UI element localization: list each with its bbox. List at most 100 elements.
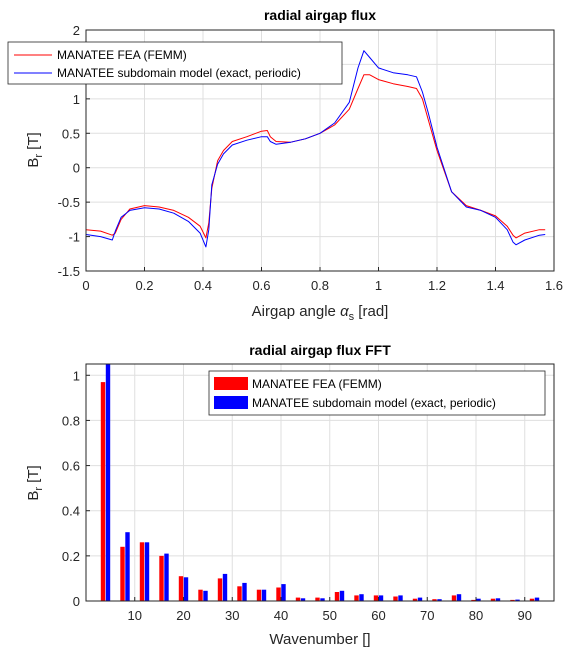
chart-fft-bar-fea [354, 595, 359, 601]
chart-flux-y-tick-label: -0.5 [58, 195, 80, 210]
chart-fft-bar-fea [178, 576, 184, 601]
chart-flux-y-tick-label: 0 [73, 161, 80, 176]
chart-flux-y-tick-label: -1 [68, 230, 80, 245]
chart-fft-bar-subdomain [125, 532, 130, 601]
chart-flux-line-subdomain [85, 50, 546, 248]
chart-fft-x-tick-label: 60 [371, 608, 385, 623]
chart-fft-bar-subdomain [164, 553, 169, 601]
chart-flux-legend: MANATEE FEA (FEMM) MANATEE subdomain mod… [7, 41, 343, 85]
chart-fft-bar-fea [159, 555, 164, 601]
chart-flux-x-tick-label: 0.6 [252, 278, 270, 293]
chart-flux-y-tick-label: 2 [73, 23, 80, 38]
chart-fft-bar-subdomain [495, 598, 501, 601]
chart-fft-y-tick-label: 0 [73, 594, 80, 609]
chart-fft-bar-fea [412, 598, 418, 601]
chart-flux-y-tick-label: 1 [73, 92, 80, 107]
chart-fft-bar-subdomain [534, 597, 540, 601]
chart-flux-legend-label-subdomain: MANATEE subdomain model (exact, periodic… [57, 66, 301, 80]
chart-fft-bar-fea [198, 589, 203, 601]
chart-flux-title: radial airgap flux [264, 7, 376, 23]
chart-fft-bar-fea [315, 597, 320, 601]
chart-flux-lines [85, 50, 546, 248]
chart-fft-bar-fea [490, 598, 496, 601]
chart-fft-legend: MANATEE FEA (FEMM) MANATEE subdomain mod… [208, 370, 546, 416]
chart-fft-x-ticks: 10 20 30 40 50 60 70 80 90 [128, 597, 532, 623]
chart-fft-x-tick-label: 10 [128, 608, 142, 623]
chart-fft-x-tick-label: 30 [225, 608, 239, 623]
chart-fft-bar-fea [334, 592, 340, 601]
chart-flux-x-axis-label: Airgap angle αs [rad] [252, 303, 389, 323]
chart-fft-bar-subdomain [261, 589, 267, 601]
chart-fft-y-tick-label: 0.2 [62, 549, 80, 564]
chart-fft-y-tick-label: 0.8 [62, 413, 80, 428]
chart-fft-bar-subdomain [378, 595, 384, 601]
chart-fft-bar-subdomain [339, 590, 345, 601]
chart-fft-y-tick-label: 0.6 [62, 459, 80, 474]
chart-fft-bar-fea [373, 595, 379, 601]
chart-flux-x-ticks: 0 0.2 0.4 0.6 0.8 1 1.2 1.4 1.6 [82, 267, 563, 293]
chart-fft-legend-swatch-fea [214, 377, 248, 390]
chart-fft-bar-fea [295, 597, 301, 601]
chart-fft-bar-subdomain [222, 573, 228, 601]
chart-fft-bar-subdomain [359, 594, 364, 601]
chart-fft-x-tick-label: 70 [420, 608, 434, 623]
chart-flux-x-tick-label: 0 [82, 278, 89, 293]
chart-fft-axes-box [85, 363, 555, 602]
chart-fft-bar-subdomain [183, 577, 189, 601]
chart-fft-bar-fea [529, 598, 535, 601]
chart-fft-bar-subdomain [300, 598, 306, 601]
chart-fft-bar-subdomain [437, 599, 442, 601]
chart-flux-legend-box [7, 41, 343, 85]
chart-fft-bar-fea [510, 599, 515, 601]
chart-fft-y-ticks: 0 0.2 0.4 0.6 0.8 1 [62, 368, 90, 609]
chart-fft-bar-fea [432, 599, 437, 601]
chart-fft-bar-fea [139, 542, 145, 601]
chart-fft-y-tick-label: 0.4 [62, 504, 80, 519]
chart-fft: radial airgap flux FFT 10 20 30 40 50 60 70 80 9… [25, 342, 555, 648]
chart-fft-x-tick-label: 90 [518, 608, 532, 623]
chart-fft-bar-fea [100, 382, 106, 601]
chart-flux-y-tick-label: -1.5 [58, 264, 80, 279]
chart-fft-legend-label-fea: MANATEE FEA (FEMM) [252, 377, 382, 391]
chart-fft-bar-subdomain [105, 364, 111, 601]
chart-flux-x-tick-label: 0.8 [311, 278, 329, 293]
chart-fft-bar-subdomain [281, 584, 286, 601]
chart-fft-bar-fea [393, 596, 398, 601]
chart-fft-x-tick-label: 50 [323, 608, 337, 623]
chart-fft-legend-swatch-subdomain [214, 396, 248, 409]
chart-fft-legend-label-subdomain: MANATEE subdomain model (exact, periodic… [252, 396, 496, 410]
chart-fft-title: radial airgap flux FFT [249, 342, 391, 358]
chart-fft-x-axis-label: Wavenumber [] [269, 631, 370, 648]
chart-fft-x-tick-label: 40 [274, 608, 288, 623]
chart-flux-x-tick-label: 0.2 [135, 278, 153, 293]
chart-fft-bar-fea [471, 599, 476, 601]
chart-flux-x-tick-label: 1.6 [545, 278, 563, 293]
chart-flux-x-tick-label: 0.4 [194, 278, 212, 293]
chart-flux-x-tick-label: 1 [375, 278, 382, 293]
chart-flux-y-axis-label: Br [T] [25, 132, 45, 167]
chart-fft-bar-fea [256, 589, 262, 601]
chart-fft-x-tick-label: 20 [176, 608, 190, 623]
chart-fft-bar-subdomain [320, 598, 325, 601]
chart-fft-y-axis-label: Br [T] [25, 465, 45, 500]
chart-fft-y-tick-label: 1 [73, 368, 80, 383]
chart-fft-bar-fea [120, 546, 125, 601]
chart-fft-bar-subdomain [203, 590, 208, 601]
chart-fft-bar-subdomain [515, 599, 520, 601]
chart-fft-bar-subdomain [476, 598, 481, 601]
chart-fft-bar-subdomain [144, 542, 150, 601]
chart-flux-x-tick-label: 1.2 [428, 278, 446, 293]
chart-flux-x-tick-label: 1.4 [486, 278, 504, 293]
chart-fft-legend-box [208, 370, 546, 416]
chart-flux: radial airgap flux 0 0.2 0.4 0.6 0.8 1 1.2 1.4 1… [7, 7, 563, 323]
chart-fft-bar-subdomain [456, 594, 462, 601]
chart-fft-bar-subdomain [417, 597, 423, 601]
chart-flux-y-tick-label: 0.5 [62, 126, 80, 141]
chart-fft-bar-fea [276, 587, 281, 601]
chart-fft-bars [100, 364, 540, 601]
chart-fft-x-tick-label: 80 [469, 608, 483, 623]
chart-flux-legend-label-fea: MANATEE FEA (FEMM) [57, 48, 187, 62]
chart-fft-bar-fea [451, 595, 457, 601]
chart-fft-bar-fea [237, 586, 242, 601]
